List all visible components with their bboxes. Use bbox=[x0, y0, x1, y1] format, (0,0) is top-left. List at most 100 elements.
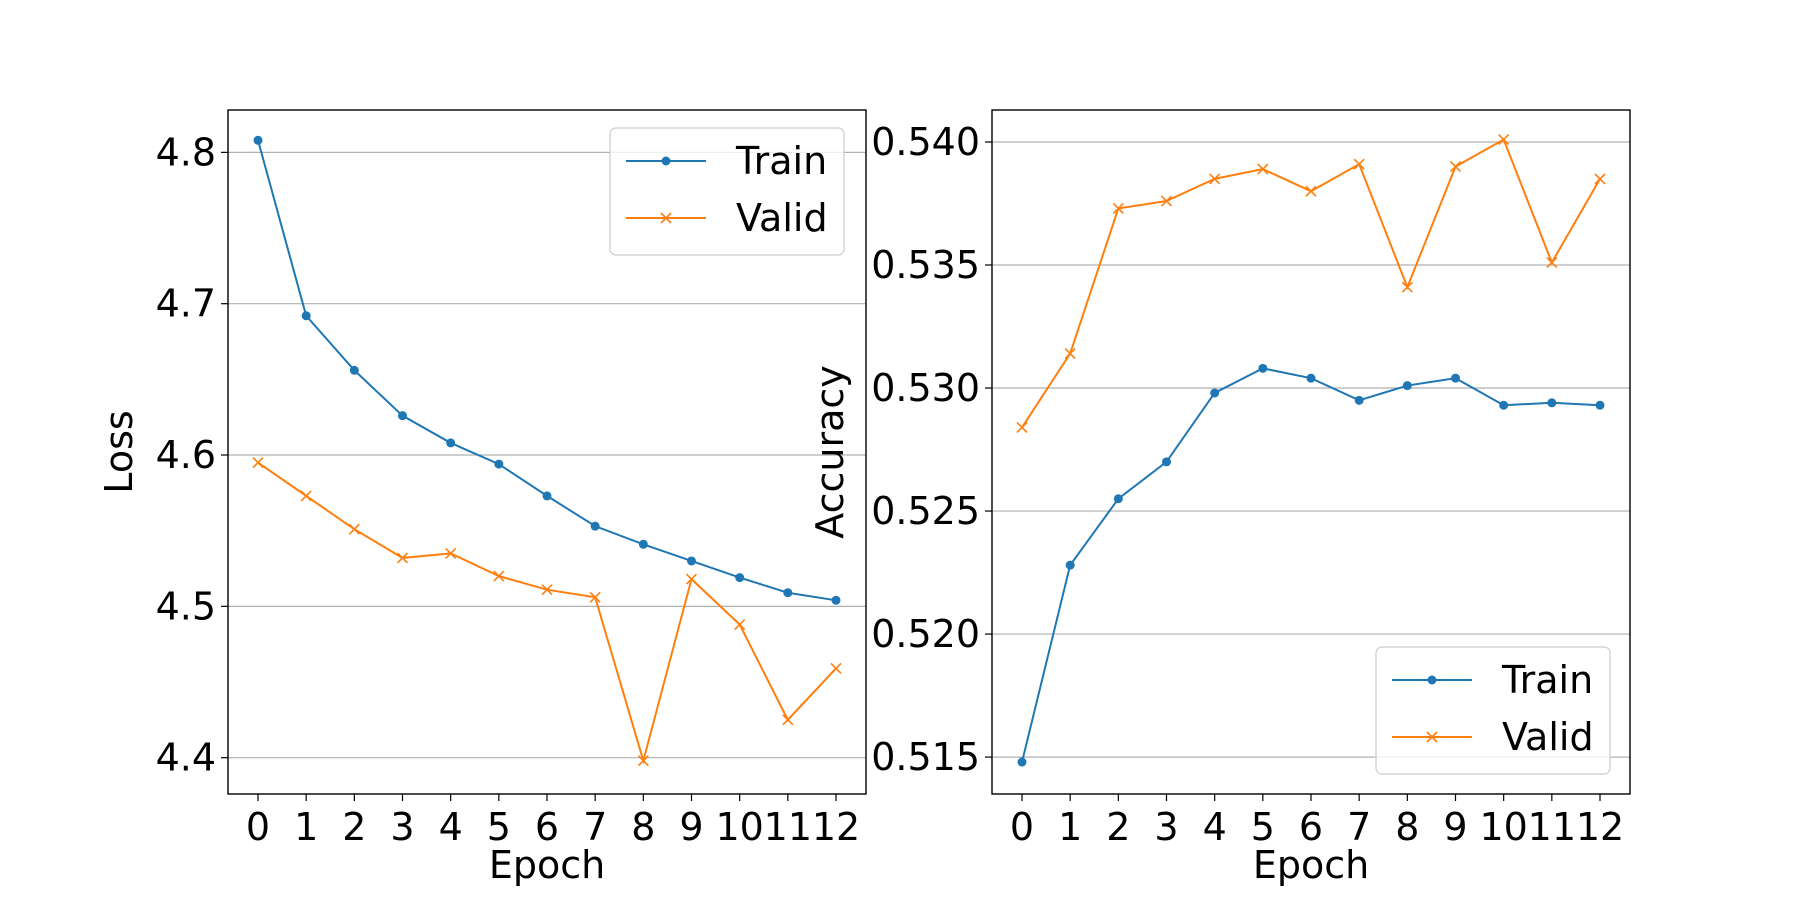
x-tick-label: 2 bbox=[342, 805, 366, 849]
y-axis-label: Accuracy bbox=[808, 365, 852, 539]
train-point bbox=[542, 491, 552, 501]
train-point bbox=[1499, 400, 1509, 410]
x-tick-label: 1 bbox=[294, 805, 318, 849]
y-tick-label: 0.540 bbox=[871, 120, 980, 164]
x-tick-label: 3 bbox=[1154, 805, 1178, 849]
train-point bbox=[1451, 373, 1460, 383]
valid-point bbox=[1305, 185, 1317, 197]
x-tick-label: 10 bbox=[1479, 805, 1527, 849]
valid-point bbox=[1257, 163, 1269, 175]
train-point bbox=[398, 411, 407, 421]
y-tick-label: 0.520 bbox=[871, 612, 980, 656]
y-tick-label: 4.4 bbox=[156, 736, 216, 780]
x-axis-label: Epoch bbox=[489, 843, 605, 887]
x-tick-label: 8 bbox=[1395, 805, 1419, 849]
y-tick-label: 4.6 bbox=[156, 433, 216, 477]
x-tick-label: 5 bbox=[1251, 805, 1275, 849]
x-tick-label: 1 bbox=[1058, 805, 1082, 849]
x-tick-label: 0 bbox=[246, 805, 270, 849]
x-tick-label: 11 bbox=[764, 805, 812, 849]
valid-point bbox=[1016, 421, 1028, 433]
train-point bbox=[1162, 457, 1171, 467]
train-point bbox=[1354, 395, 1364, 405]
valid-point bbox=[445, 547, 457, 559]
x-tick-label: 9 bbox=[1443, 805, 1467, 849]
x-tick-label: 6 bbox=[535, 805, 559, 849]
y-tick-label: 0.515 bbox=[871, 735, 980, 779]
y-tick-label: 4.5 bbox=[156, 584, 216, 628]
train-point bbox=[349, 365, 359, 375]
plot-area-frame bbox=[227, 109, 867, 795]
x-tick-label: 8 bbox=[631, 805, 655, 849]
valid-point bbox=[1064, 348, 1076, 360]
x-tick-label: 5 bbox=[487, 805, 511, 849]
plot-area-frame bbox=[991, 109, 1631, 795]
train-point bbox=[590, 521, 600, 531]
y-tick-label: 4.7 bbox=[156, 282, 216, 326]
valid-point bbox=[541, 584, 553, 596]
x-tick-label: 4 bbox=[1203, 805, 1227, 849]
train-point bbox=[687, 556, 696, 566]
train-point bbox=[494, 459, 504, 469]
y-tick-label: 0.535 bbox=[871, 243, 980, 287]
valid-point bbox=[396, 552, 409, 564]
legend: Train Valid bbox=[609, 127, 845, 256]
x-tick-label: 2 bbox=[1106, 805, 1130, 849]
valid-point bbox=[300, 490, 312, 502]
valid-point bbox=[348, 523, 360, 535]
valid-legend-marker bbox=[1426, 731, 1438, 743]
x-tick-label: 11 bbox=[1528, 805, 1576, 849]
train-point bbox=[1258, 363, 1268, 373]
train-point bbox=[253, 135, 263, 145]
train-point bbox=[783, 588, 793, 598]
train-point bbox=[1595, 400, 1605, 410]
x-tick-label: 0 bbox=[1010, 805, 1034, 849]
x-tick-label: 7 bbox=[1347, 805, 1371, 849]
y-tick-label: 4.8 bbox=[156, 130, 216, 174]
valid-point bbox=[1594, 173, 1606, 185]
train-point bbox=[1210, 388, 1220, 398]
x-tick-label: 7 bbox=[583, 805, 607, 849]
train-point bbox=[1402, 381, 1412, 391]
train-point bbox=[1306, 373, 1316, 383]
valid-series-line bbox=[1021, 138, 1601, 428]
valid-point bbox=[685, 573, 698, 585]
valid-point bbox=[1160, 195, 1173, 207]
valid-point bbox=[1353, 158, 1365, 170]
valid-point bbox=[1498, 133, 1510, 146]
valid-series-line bbox=[257, 461, 837, 765]
valid-point bbox=[252, 457, 264, 469]
valid-point bbox=[1209, 173, 1221, 185]
train-point bbox=[1113, 494, 1123, 504]
valid-point bbox=[1112, 202, 1124, 214]
valid-legend-marker bbox=[660, 212, 672, 224]
train-point bbox=[735, 573, 745, 583]
train-legend-label: Train bbox=[1501, 658, 1593, 702]
valid-point bbox=[1546, 256, 1558, 269]
valid-legend-label: Valid bbox=[1502, 715, 1594, 759]
valid-point bbox=[637, 755, 649, 767]
valid-point bbox=[1401, 281, 1413, 293]
train-point bbox=[638, 539, 648, 549]
x-tick-label: 3 bbox=[390, 805, 414, 849]
y-axis-label: Loss bbox=[97, 410, 141, 493]
x-axis-label: Epoch bbox=[1253, 843, 1369, 887]
x-tick-label: 4 bbox=[439, 805, 463, 849]
x-tick-label: 12 bbox=[1576, 805, 1624, 849]
x-tick-label: 9 bbox=[679, 805, 703, 849]
train-legend-marker bbox=[1427, 675, 1437, 685]
valid-point bbox=[782, 714, 794, 726]
train-point bbox=[1017, 757, 1027, 767]
train-point bbox=[446, 438, 456, 448]
train-point bbox=[1065, 560, 1075, 570]
valid-point bbox=[830, 662, 842, 674]
y-tick-label: 0.525 bbox=[871, 489, 980, 533]
train-point bbox=[1547, 398, 1557, 408]
valid-point bbox=[734, 618, 746, 631]
x-tick-label: 12 bbox=[812, 805, 860, 849]
y-tick-label: 0.530 bbox=[871, 366, 980, 410]
valid-point bbox=[493, 570, 505, 582]
train-legend-label: Train bbox=[735, 139, 827, 183]
